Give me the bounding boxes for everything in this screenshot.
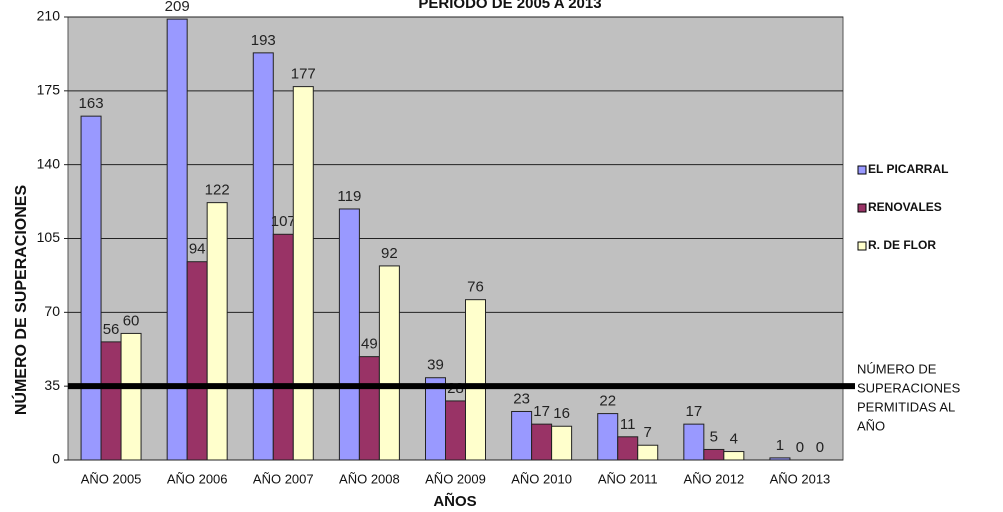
data-label: 60	[123, 312, 140, 329]
data-label: 193	[251, 32, 276, 49]
y-tick-label: 140	[37, 155, 61, 171]
bar	[637, 444, 659, 461]
y-tick-label: 70	[44, 303, 60, 319]
bar	[292, 86, 314, 461]
y-tick-label: 35	[44, 377, 60, 393]
bar	[120, 332, 142, 461]
legend-swatch	[857, 165, 867, 175]
bar	[378, 265, 400, 461]
reference-label: AÑO	[857, 418, 885, 433]
x-tick-label: AÑO 2010	[511, 471, 572, 486]
data-label: 17	[533, 403, 550, 420]
data-label: 122	[205, 182, 230, 199]
data-label: 5	[710, 428, 718, 445]
data-label: 92	[381, 245, 398, 262]
y-tick-label: 0	[52, 451, 60, 467]
bar	[252, 52, 274, 461]
legend-swatch	[857, 241, 867, 251]
bar	[551, 425, 573, 461]
bar	[683, 423, 705, 461]
data-label: 119	[337, 188, 361, 205]
bar	[272, 233, 294, 461]
bar	[425, 377, 446, 461]
data-label: 11	[620, 416, 636, 433]
legend-label: R. DE FLOR	[868, 238, 936, 252]
bar	[769, 457, 791, 461]
x-tick-label: AÑO 2011	[598, 471, 658, 486]
bar	[206, 202, 228, 461]
x-tick-label: AÑO 2006	[167, 471, 228, 486]
data-label: 163	[79, 95, 104, 112]
data-label: 39	[427, 357, 444, 374]
bar	[465, 299, 486, 461]
x-tick-label: AÑO 2012	[683, 471, 744, 486]
bar	[445, 400, 466, 461]
data-label: 17	[685, 403, 702, 420]
x-tick-label: AÑO 2007	[253, 471, 314, 486]
data-label: 0	[816, 439, 824, 456]
data-label: 7	[644, 424, 652, 441]
bar	[358, 356, 380, 461]
data-label: 49	[361, 336, 378, 353]
legend-label: RENOVALES	[868, 200, 942, 214]
reference-label: SUPERACIONES	[857, 380, 961, 395]
legend	[852, 151, 1001, 268]
chart-title: PERIODO DE 2005 A 2013	[418, 0, 601, 12]
data-label: 76	[467, 279, 484, 296]
reference-label: NÚMERO DE	[857, 361, 937, 376]
data-label: 209	[165, 0, 190, 15]
data-label: 107	[271, 213, 296, 230]
legend-label: EL PICARRAL	[868, 162, 948, 176]
data-label: 177	[291, 66, 316, 83]
bar	[597, 413, 619, 461]
reference-label: PERMITIDAS AL	[857, 399, 955, 414]
data-label: 1	[776, 437, 784, 454]
data-label: 0	[796, 439, 804, 456]
data-label: 23	[513, 390, 530, 407]
bar	[531, 423, 553, 461]
y-tick-label: 210	[37, 8, 61, 24]
legend-swatch	[857, 203, 867, 213]
x-tick-label: AÑO 2008	[339, 471, 400, 486]
y-axis-label: NÚMERO DE SUPERACIONES	[11, 185, 30, 416]
x-tick-label: AÑO 2013	[770, 471, 831, 486]
data-label: 22	[599, 393, 616, 410]
bar	[100, 341, 122, 461]
bar	[166, 18, 188, 461]
y-tick-label: 105	[37, 229, 61, 245]
bar	[338, 208, 360, 461]
x-tick-label: AÑO 2009	[425, 471, 486, 486]
data-label: 94	[189, 241, 206, 258]
data-label: 56	[103, 321, 120, 338]
x-axis-label: AÑOS	[433, 492, 476, 510]
data-label: 4	[730, 431, 738, 448]
data-label: 16	[553, 405, 570, 422]
x-tick-label: AÑO 2005	[81, 471, 142, 486]
y-tick-label: 175	[37, 82, 61, 98]
bar	[723, 451, 745, 461]
bar	[80, 115, 102, 461]
bar	[186, 261, 208, 461]
bar	[617, 436, 639, 461]
bar	[703, 448, 725, 461]
bar	[511, 410, 533, 461]
